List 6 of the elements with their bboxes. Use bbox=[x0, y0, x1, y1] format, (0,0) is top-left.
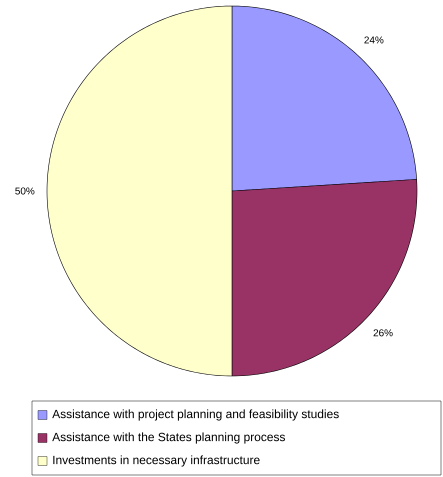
legend-label: Assistance with project planning and feasibility studies bbox=[52, 409, 339, 421]
data-label: 50% bbox=[15, 187, 34, 195]
legend-label: Investments in necessary infrastructure bbox=[53, 455, 260, 467]
data-label: 26% bbox=[374, 329, 393, 336]
data-label: 24% bbox=[364, 36, 384, 44]
legend-label: Assistance with the States planning process bbox=[52, 432, 285, 444]
